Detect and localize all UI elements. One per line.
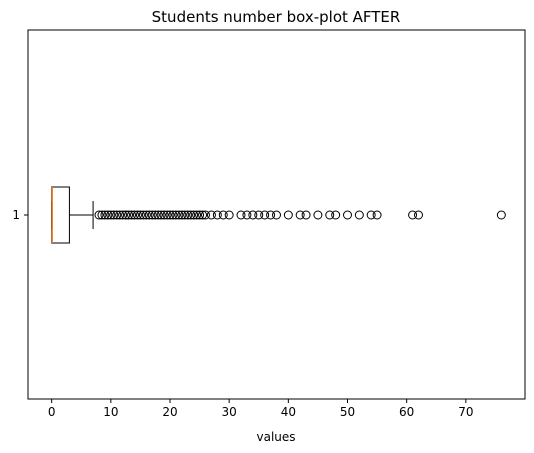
- outlier-point: [132, 210, 142, 220]
- interquartile-box: [51, 186, 70, 244]
- outlier-point: [121, 210, 131, 220]
- outlier-point: [331, 210, 341, 220]
- x-tick-label: 20: [162, 405, 177, 419]
- x-tick-label: 10: [103, 405, 118, 419]
- outlier-point: [283, 210, 293, 220]
- outlier-point: [301, 210, 311, 220]
- outlier-point: [224, 210, 234, 220]
- outlier-point: [195, 210, 205, 220]
- box-plot-series-1: [51, 186, 94, 244]
- outlier-point: [183, 210, 193, 220]
- outlier-point: [124, 210, 134, 220]
- outlier-point: [109, 210, 119, 220]
- x-tick-label: 70: [458, 405, 473, 419]
- outlier-point: [97, 210, 107, 220]
- outlier-point: [496, 210, 506, 220]
- x-tick-label: 40: [281, 405, 296, 419]
- outlier-point: [150, 210, 160, 220]
- outlier-point: [272, 210, 281, 220]
- chart-title: Students number box-plot AFTER: [152, 8, 401, 26]
- outlier-point: [94, 210, 104, 220]
- outlier-point: [130, 210, 139, 220]
- outlier-point: [180, 210, 190, 220]
- outlier-point: [414, 210, 423, 220]
- outlier-point: [313, 210, 323, 220]
- x-axis: 0 10 20 30 40 50 60 70: [48, 399, 473, 419]
- outlier-point: [186, 210, 196, 220]
- x-tick-label: 30: [222, 405, 237, 419]
- outlier-point: [260, 210, 270, 220]
- outlier-point: [135, 210, 145, 220]
- y-axis: 1: [12, 208, 28, 222]
- outlier-point: [159, 210, 169, 220]
- outlier-point: [156, 210, 166, 220]
- outlier-point: [162, 210, 172, 220]
- outlier-point: [112, 210, 122, 220]
- outlier-point: [266, 210, 276, 220]
- outlier-point: [174, 210, 184, 220]
- outlier-point: [103, 210, 113, 220]
- outlier-point: [201, 210, 210, 220]
- outlier-point: [372, 210, 382, 220]
- outlier-point: [218, 210, 228, 220]
- y-tick-label: 1: [12, 208, 20, 222]
- outlier-point: [343, 210, 352, 220]
- outlier-point: [171, 210, 181, 220]
- outlier-point: [248, 210, 258, 220]
- outlier-point: [153, 210, 163, 220]
- outlier-points: [94, 210, 506, 220]
- outlier-point: [165, 210, 175, 220]
- outlier-point: [354, 210, 364, 220]
- outlier-point: [212, 210, 222, 220]
- outlier-point: [198, 210, 208, 220]
- outlier-point: [100, 210, 110, 220]
- outlier-point: [408, 210, 418, 220]
- outlier-point: [127, 210, 137, 220]
- outlier-point: [206, 210, 216, 220]
- outlier-point: [366, 210, 376, 220]
- outlier-point: [138, 210, 148, 220]
- outlier-point: [242, 210, 252, 220]
- outlier-point: [177, 210, 187, 220]
- outlier-point: [189, 210, 199, 220]
- outlier-point: [147, 210, 157, 220]
- outlier-point: [236, 210, 246, 220]
- outlier-point: [144, 210, 154, 220]
- outlier-point: [106, 210, 116, 220]
- outlier-point: [295, 210, 305, 220]
- outlier-point: [115, 210, 125, 220]
- outlier-point: [325, 210, 335, 220]
- outlier-point: [118, 210, 128, 220]
- outlier-point: [168, 210, 178, 220]
- x-axis-label: values: [256, 430, 295, 444]
- x-tick-label: 0: [48, 405, 56, 419]
- outlier-point: [192, 210, 202, 220]
- outlier-point: [254, 210, 264, 220]
- x-tick-label: 50: [340, 405, 355, 419]
- outlier-point: [141, 210, 151, 220]
- x-tick-label: 60: [399, 405, 414, 419]
